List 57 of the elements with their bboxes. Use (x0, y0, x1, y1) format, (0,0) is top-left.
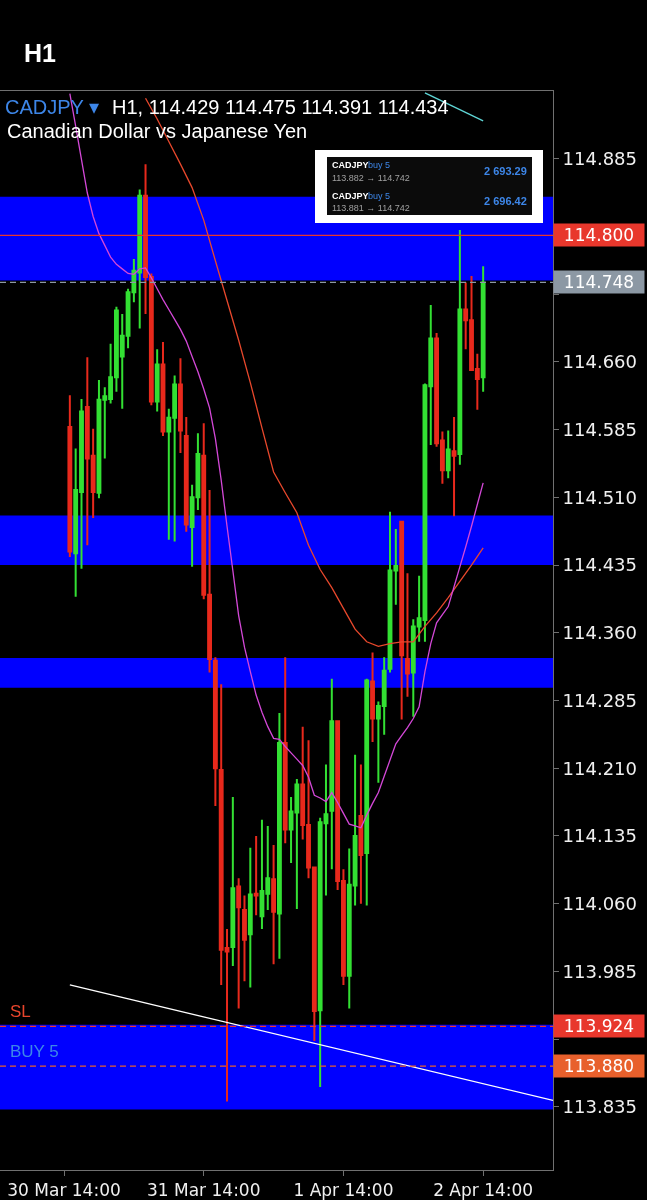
y-tick-label: 114.135 (562, 825, 638, 847)
ref-line-label: 113.924 (563, 1016, 635, 1036)
annotation: buy 5 (368, 160, 391, 170)
y-tick-label: 114.210 (562, 757, 638, 779)
annotation: 2 696.42 (484, 195, 527, 207)
x-tick-label: 1 Apr 14:00 (293, 1180, 394, 1200)
annotation: buy 5 (368, 191, 391, 201)
candlestick (212, 656, 218, 808)
candlestick (405, 572, 410, 698)
candlestick (183, 415, 189, 533)
candlestick (236, 877, 242, 1010)
candlestick (445, 429, 451, 480)
candlestick (276, 712, 282, 960)
y-tick-label: 114.660 (562, 351, 638, 373)
annotation: 113.881 → 114.742 (332, 203, 410, 213)
candlestick (242, 894, 247, 983)
candlestick (480, 265, 486, 393)
y-tick-label: 114.285 (562, 689, 638, 711)
candlestick (67, 394, 73, 558)
candlestick (282, 656, 288, 845)
candlestick (247, 846, 253, 989)
text: H1 (24, 39, 57, 67)
annotation: SL (10, 1002, 31, 1021)
candlestick (160, 341, 166, 437)
ref-line-label: 113.880 (563, 1056, 635, 1076)
candlestick (137, 188, 143, 330)
candlestick (329, 677, 335, 871)
candlestick (253, 834, 259, 917)
candlestick (154, 348, 160, 413)
annotation: 2 693.29 (484, 165, 527, 177)
candlestick (230, 796, 236, 967)
annotation: CADJPY (332, 191, 369, 201)
y-tick-label: 114.435 (562, 554, 638, 576)
y-tick-label: 114.885 (562, 148, 638, 170)
annotation: 113.882 → 114.742 (332, 173, 410, 183)
y-tick-label: 114.360 (562, 622, 638, 644)
annotation: CADJPY (332, 160, 369, 170)
ref-line-label: 114.800 (563, 225, 635, 245)
x-tick-label: 2 Apr 14:00 (433, 1180, 534, 1200)
y-tick-label: 113.835 (562, 1096, 638, 1118)
y-tick-label: 113.985 (562, 960, 638, 982)
y-tick-label: 114.510 (562, 486, 638, 508)
x-tick-label: 30 Mar 14:00 (7, 1180, 121, 1200)
candlestick (370, 651, 375, 744)
x-tick-label: 31 Mar 14:00 (146, 1180, 261, 1200)
annotation: H1, 114.429 114.475 114.391 114.434 (112, 96, 449, 118)
candlestick (399, 519, 405, 721)
candlestick (178, 357, 183, 455)
ref-line-label: 114.748 (563, 272, 635, 292)
candlestick (271, 843, 277, 966)
y-tick-label: 114.585 (562, 418, 638, 440)
candlestick (457, 229, 463, 466)
y-tick-label: 114.060 (562, 892, 638, 914)
candlestick (451, 415, 457, 518)
candlestick (358, 763, 364, 905)
candlestick (364, 677, 370, 907)
annotation: BUY 5 (10, 1042, 59, 1061)
